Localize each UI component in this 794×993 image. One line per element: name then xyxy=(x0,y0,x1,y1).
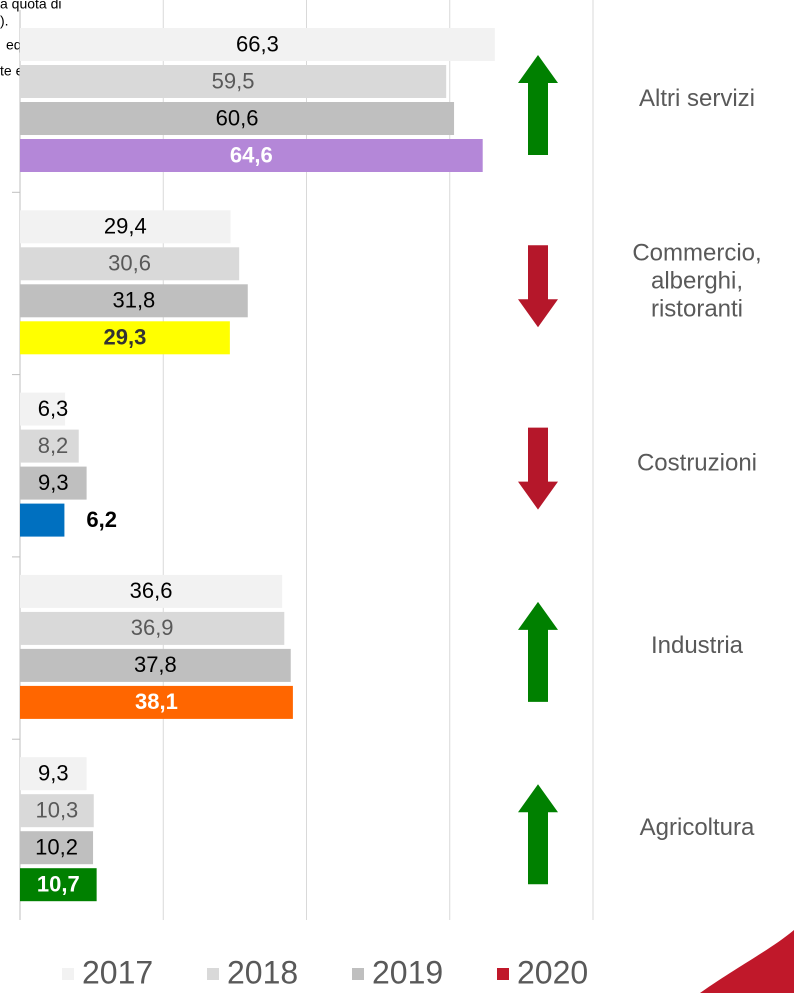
decoration xyxy=(700,930,794,993)
data-label: 31,8 xyxy=(112,288,155,313)
bar xyxy=(20,65,447,98)
bar xyxy=(20,466,87,500)
category-label: Commercio, alberghi, ristoranti xyxy=(632,240,761,323)
bar xyxy=(20,611,285,645)
trend-arrow xyxy=(518,55,558,155)
data-label: 66,3 xyxy=(236,31,279,56)
category-label: Agricoltura xyxy=(640,815,755,842)
bar xyxy=(20,102,455,135)
data-label: 38,1 xyxy=(135,689,178,714)
bar xyxy=(20,574,283,608)
annotation: a quota di xyxy=(0,0,62,12)
category-label: Industria xyxy=(651,632,744,659)
data-label: 29,4 xyxy=(104,214,147,239)
bar xyxy=(20,139,483,172)
annotation: ). xyxy=(0,13,9,29)
data-label: 37,8 xyxy=(134,652,177,677)
data-label: 6,3 xyxy=(38,396,69,421)
bar xyxy=(20,28,495,61)
data-label: 10,3 xyxy=(35,798,78,823)
data-label: 6,2 xyxy=(86,507,117,532)
trend-arrow xyxy=(518,245,558,328)
bar xyxy=(20,503,65,537)
trend-arrow xyxy=(518,427,558,510)
bar xyxy=(20,284,248,318)
legend-swatch xyxy=(497,968,509,980)
data-label: 59,5 xyxy=(212,68,255,93)
bar xyxy=(20,429,79,463)
data-label: 10,2 xyxy=(35,835,78,860)
data-label: 9,3 xyxy=(38,761,69,786)
legend-label: 2019 xyxy=(372,954,443,990)
data-label: 36,9 xyxy=(131,615,174,640)
legend-swatch xyxy=(207,968,219,980)
trend-arrow xyxy=(518,601,558,702)
bar xyxy=(20,685,293,719)
legend-label: 2017 xyxy=(82,954,153,990)
data-label: 10,7 xyxy=(37,872,80,897)
data-label: 30,6 xyxy=(108,251,151,276)
data-label: 36,6 xyxy=(130,578,173,603)
category-label: Altri servizi xyxy=(639,85,755,112)
legend-label: 2018 xyxy=(227,954,298,990)
bar xyxy=(20,648,291,682)
legend-label: 2020 xyxy=(517,954,588,990)
bar xyxy=(20,794,94,828)
data-label: 60,6 xyxy=(216,105,259,130)
category-label: Costruzioni xyxy=(637,450,757,477)
bar xyxy=(20,392,66,426)
bar xyxy=(20,831,94,865)
bar xyxy=(20,868,97,902)
trend-arrow xyxy=(518,784,558,885)
data-label: 9,3 xyxy=(38,470,69,495)
bar xyxy=(20,210,231,244)
legend-swatch xyxy=(62,968,74,980)
data-label: 64,6 xyxy=(230,142,273,167)
data-label: 29,3 xyxy=(104,325,147,350)
data-label: 8,2 xyxy=(38,433,69,458)
bar xyxy=(20,247,240,281)
legend-swatch xyxy=(352,968,364,980)
bar xyxy=(20,321,230,355)
bar xyxy=(20,757,87,791)
